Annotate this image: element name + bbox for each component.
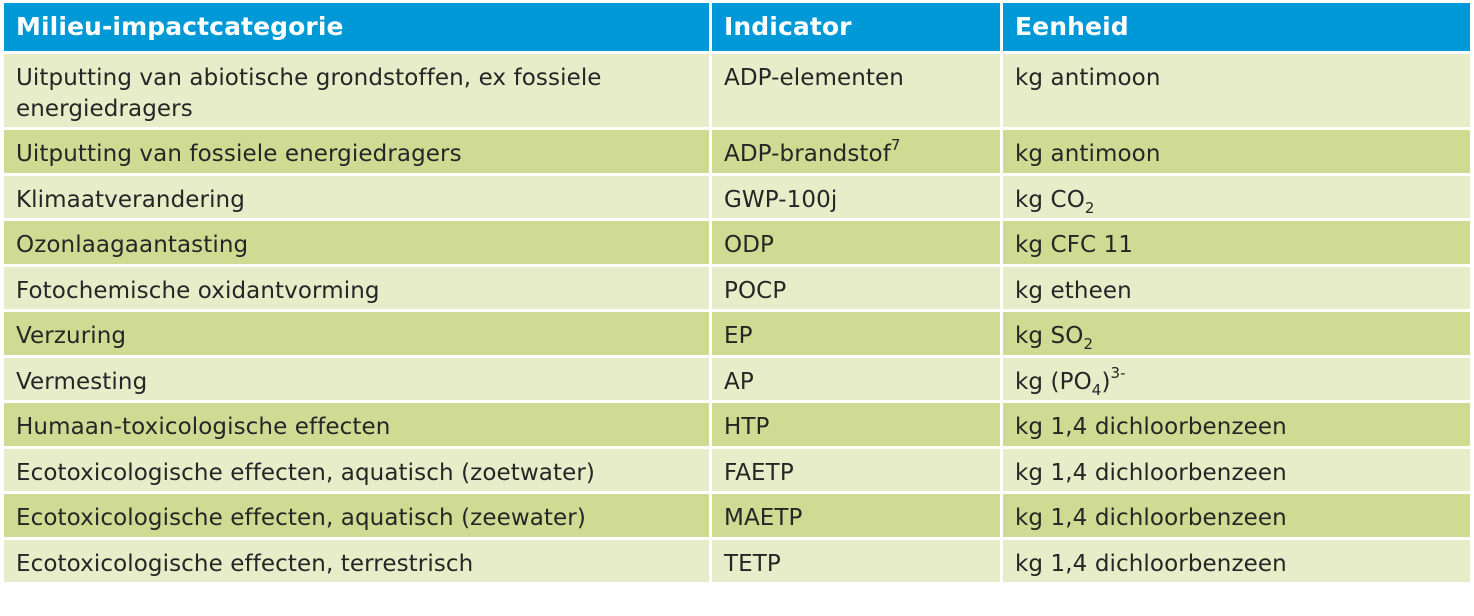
unit-text-close: ) <box>1101 369 1111 395</box>
row-category: Ecotoxicologische effecten, aquatisch (z… <box>4 494 709 537</box>
row-indicator: POCP <box>712 267 1000 309</box>
row-unit: kg 1,4 dichloorbenzeen <box>1003 449 1470 491</box>
row-indicator: MAETP <box>712 494 1000 537</box>
row-unit: kg CFC 11 <box>1003 221 1470 264</box>
header-category: Milieu-impactcategorie <box>4 3 709 51</box>
row-unit: kg 1,4 dichloorbenzeen <box>1003 494 1470 537</box>
row-unit: kg etheen <box>1003 267 1470 309</box>
unit-text: kg SO <box>1015 323 1084 349</box>
row-unit: kg 1,4 dichloorbenzeen <box>1003 403 1470 446</box>
row-unit: kg 1,4 dichloorbenzeen <box>1003 540 1470 582</box>
row-category: Ecotoxicologische effecten, aquatisch (z… <box>4 449 709 491</box>
row-category: Klimaatverandering <box>4 176 709 218</box>
row-category: Vermesting <box>4 358 709 400</box>
row-indicator: ODP <box>712 221 1000 264</box>
row-indicator: GWP-100j <box>712 176 1000 218</box>
row-unit: kg antimoon <box>1003 54 1470 127</box>
row-category: Fotochemische oxidantvorming <box>4 267 709 309</box>
unit-subscript: 2 <box>1083 335 1094 353</box>
row-indicator: TETP <box>712 540 1000 582</box>
unit-subscript: 4 <box>1091 381 1102 399</box>
impact-table: Milieu-impactcategorie Indicator Eenheid… <box>4 3 1470 582</box>
row-indicator: FAETP <box>712 449 1000 491</box>
row-indicator: AP <box>712 358 1000 400</box>
row-category: Ecotoxicologische effecten, terrestrisch <box>4 540 709 582</box>
unit-subscript: 2 <box>1084 199 1095 217</box>
row-category: Ozonlaagaantasting <box>4 221 709 264</box>
row-indicator: EP <box>712 312 1000 355</box>
footnote-ref: 7 <box>890 136 901 154</box>
header-indicator: Indicator <box>712 3 1000 51</box>
unit-text: kg (PO <box>1015 369 1092 395</box>
row-unit: kg (PO4)3- <box>1003 358 1470 400</box>
row-category: Verzuring <box>4 312 709 355</box>
row-category: Uitputting van fossiele energiedragers <box>4 130 709 173</box>
row-category: Uitputting van abiotische grondstoffen, … <box>4 54 709 127</box>
row-indicator: HTP <box>712 403 1000 446</box>
row-unit: kg SO2 <box>1003 312 1470 355</box>
indicator-text: ADP-brandstof <box>724 141 891 167</box>
row-unit: kg antimoon <box>1003 130 1470 173</box>
unit-superscript: 3- <box>1110 364 1126 382</box>
row-unit: kg CO2 <box>1003 176 1470 218</box>
row-indicator: ADP-elementen <box>712 54 1000 127</box>
row-category: Humaan-toxicologische effecten <box>4 403 709 446</box>
header-unit: Eenheid <box>1003 3 1470 51</box>
unit-text: kg CO <box>1015 187 1085 213</box>
row-indicator: ADP-brandstof7 <box>712 130 1000 173</box>
